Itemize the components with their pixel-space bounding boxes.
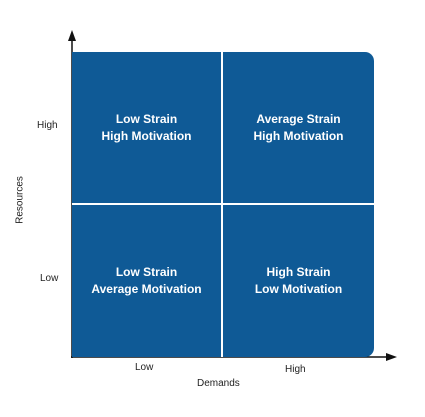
quadrant-line-2: High Motivation (101, 128, 192, 143)
quadrant-average-strain-high-motivation: Average Strain High Motivation (223, 52, 374, 203)
quadrant-line-2: Average Motivation (91, 282, 202, 296)
quadrant-line-1: Average Strain (256, 111, 341, 126)
y-axis-title: Resources (14, 176, 26, 224)
x-tick-low: Low (135, 362, 154, 373)
quadrant-low-strain-average-motivation: Low Strain Average Motivation (72, 205, 221, 357)
quadrant-line-1: High Strain (266, 265, 331, 279)
quadrant-line-2: High Motivation (253, 128, 344, 143)
y-tick-low: Low (40, 273, 59, 284)
quadrant-line-2: Low Motivation (254, 282, 343, 296)
quadrant-high-strain-low-motivation: High Strain Low Motivation (223, 205, 374, 357)
y-axis-arrow-icon (68, 30, 76, 41)
x-axis-title: Demands (197, 378, 240, 389)
quadrant-line-1: Low Strain (115, 111, 178, 126)
x-axis-arrow-icon (386, 353, 397, 361)
x-tick-high: High (285, 364, 306, 375)
quadrant-grid: Low Strain High Motivation Average Strai… (72, 52, 374, 357)
horizontal-divider (72, 203, 374, 205)
y-tick-high: High (37, 120, 58, 131)
quadrant-low-strain-high-motivation: Low Strain High Motivation (72, 52, 221, 203)
quadrant-line-1: Low Strain (115, 265, 178, 279)
